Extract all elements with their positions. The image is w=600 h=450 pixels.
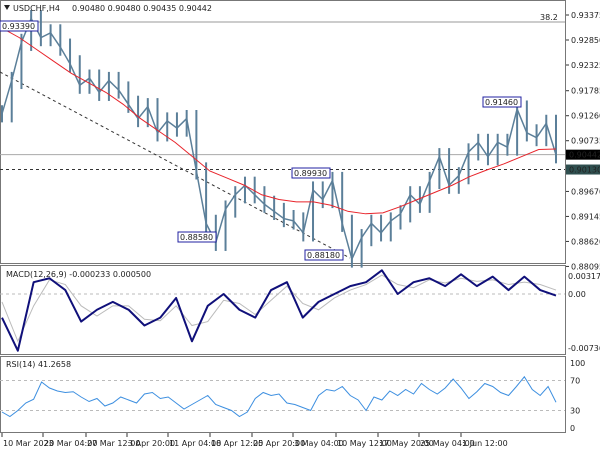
macd-series <box>0 269 565 352</box>
price-label-box <box>177 231 217 243</box>
current-price-tag: 0.90442 <box>566 149 600 160</box>
trendline <box>0 71 351 259</box>
x-tick-label: 25 May 04:00 <box>420 439 475 448</box>
price-label: 0.88180 <box>304 249 344 261</box>
rsi-title: RSI(14) 41.2658 <box>6 360 71 369</box>
rsi-tick-label: 0 <box>570 424 575 433</box>
x-tick-label: 1 Jun 12:00 <box>462 439 508 448</box>
macd-main-line <box>1 269 557 352</box>
macd-tick-label: -0.007361 <box>568 344 600 353</box>
price-label-text: 0.91460 <box>485 98 518 107</box>
chart-header-ohlc: 0.90480 0.90480 0.90435 0.90442 <box>72 4 212 13</box>
y-tick-label: 0.89145 <box>571 212 600 221</box>
price-label-text: 0.89930 <box>294 169 327 178</box>
x-tick-label: 25 Apr 20:00 <box>253 439 305 448</box>
y-tick-label: 0.91785 <box>571 87 600 96</box>
x-tick-label: 10 May 12:00 <box>337 439 392 448</box>
price-label-text: 0.93390 <box>2 22 35 31</box>
x-tick-label: 11 Apr 04:00 <box>169 439 221 448</box>
price-label-text: 0.88580 <box>180 233 213 242</box>
level-price-bg <box>566 164 600 175</box>
macd-tick-label: 0.00 <box>568 290 586 299</box>
macd-panel-frame <box>0 265 566 355</box>
rsi-tick-label: 30 <box>570 407 580 416</box>
macd-tick-label: 0.003178 <box>568 272 600 281</box>
triangle-down-icon[interactable] <box>4 5 10 10</box>
rsi-panel-frame <box>0 356 566 433</box>
macd-signal-line <box>1 274 557 343</box>
current-price-bg <box>566 149 600 160</box>
price-label: 0.88580 <box>177 231 217 243</box>
price-panel-frame <box>0 0 566 264</box>
level-price-text: 0.90130 <box>569 166 600 175</box>
y-tick-label: 0.88095 <box>571 262 600 271</box>
price-label-text: 0.88180 <box>307 251 340 260</box>
current-price-text: 0.90442 <box>569 151 600 160</box>
macd-title: MACD(12,26,9) -0.000233 0.000500 <box>6 270 151 279</box>
y-tick-label: 0.90735 <box>571 137 600 146</box>
price-label: 0.91460 <box>482 96 522 108</box>
price-label-box <box>482 96 522 108</box>
rsi-tick-label: 70 <box>570 377 580 386</box>
moving-average-line <box>1 27 557 215</box>
y-tick-label: 0.93375 <box>571 11 600 20</box>
x-tick-label: 17 May 20:00 <box>379 439 434 448</box>
price-label: 0.93390 <box>0 20 39 32</box>
x-tick-label: 20 Mar 04:00 <box>44 439 97 448</box>
y-tick-label: 0.92325 <box>571 61 600 70</box>
price-label-box <box>291 167 331 179</box>
price-label-box <box>304 249 344 261</box>
price-line <box>1 16 557 262</box>
rsi-series <box>0 375 565 418</box>
price-label: 0.89930 <box>291 167 331 179</box>
rsi-line <box>1 375 557 418</box>
fib-label: 38.2 <box>540 13 558 22</box>
x-tick-label: 3 Apr 20:00 <box>128 439 175 448</box>
x-tick-label: 3 May 04:00 <box>294 439 344 448</box>
x-tick-label: 10 Mar 2023 <box>3 439 54 448</box>
price-series: 38.2 0.93390 0.88580 0.89930 0.88180 0.91460 <box>0 10 565 268</box>
x-tick-label: 27 Mar 12:00 <box>87 439 140 448</box>
x-tick-label: 18 Apr 12:00 <box>211 439 263 448</box>
price-label-box <box>0 20 39 32</box>
level-price-tag: 0.90130 <box>566 164 600 175</box>
chart-header-symbol: USDCHF,H4 <box>13 4 60 13</box>
rsi-tick-label: 100 <box>570 359 585 368</box>
